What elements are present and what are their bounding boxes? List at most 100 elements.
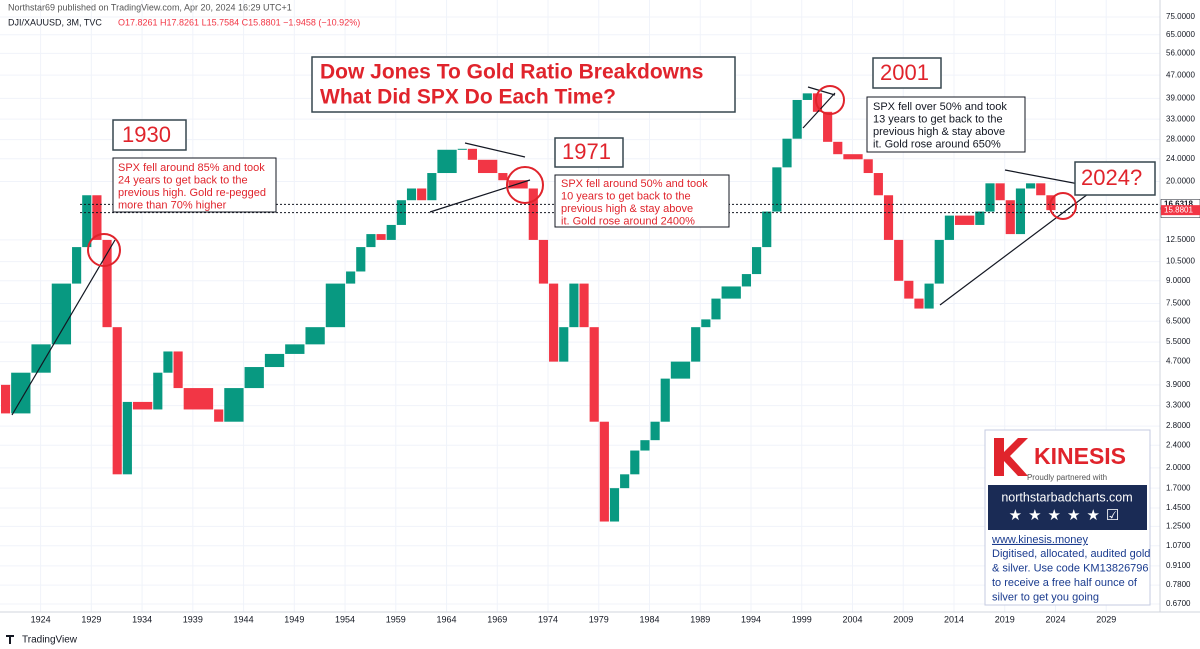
y-tick-label: 1.4500	[1166, 503, 1191, 512]
text-line: 10 years to get back to the	[561, 190, 691, 202]
candle-body	[11, 372, 31, 414]
x-tick-label: 1954	[335, 614, 355, 624]
trend-line	[429, 179, 531, 213]
note-box	[554, 174, 730, 228]
y-tick-label: 28.0000	[1166, 135, 1195, 144]
text-line: 24 years to get back to the	[118, 174, 248, 186]
year-box	[872, 57, 942, 89]
candle-body	[406, 188, 417, 201]
x-tick-label: 1969	[487, 614, 507, 624]
candle-body	[528, 188, 538, 240]
candle-body	[579, 283, 589, 328]
candle-body	[122, 401, 132, 475]
x-tick-label: 1984	[640, 614, 660, 624]
text-line: to receive a free half ounce of	[992, 577, 1138, 589]
candle-body	[325, 283, 346, 328]
note-box	[112, 157, 277, 213]
y-tick-label: 2.4000	[1166, 440, 1191, 449]
x-tick-label: 1999	[792, 614, 812, 624]
candle-body	[427, 173, 437, 201]
y-tick-label: 4.7000	[1166, 357, 1191, 366]
candle-body	[183, 388, 214, 410]
footer-logo	[6, 635, 14, 644]
y-tick-label: 24.0000	[1166, 154, 1195, 163]
y-tick-label: 6.5000	[1166, 316, 1191, 325]
candle-body	[691, 327, 701, 362]
candle-body	[762, 211, 772, 248]
y-tick-label: 3.3000	[1166, 401, 1191, 410]
candle-body	[163, 351, 173, 373]
trend-line	[802, 92, 836, 129]
candle-body	[214, 409, 224, 422]
x-tick-label: 1964	[437, 614, 457, 624]
candle-body	[1026, 183, 1036, 189]
candle-body	[112, 327, 122, 475]
candle-body	[924, 283, 934, 309]
tagline: Proudly partnered with	[1027, 473, 1107, 482]
circle	[506, 166, 544, 204]
text-line: 13 years to get back to the	[873, 113, 1003, 125]
text-line: previous high & stay above	[873, 126, 1005, 138]
candle-body	[701, 319, 711, 328]
sponsor-panel: KINESIS Proudly partnered with northstar…	[984, 429, 1151, 606]
candle-body	[914, 298, 924, 309]
candle-body	[132, 401, 153, 410]
x-tick-label: 2004	[842, 614, 862, 624]
candle-body	[376, 234, 386, 240]
candle-body	[802, 93, 812, 100]
candle-body	[498, 173, 508, 181]
candle-body	[1005, 200, 1015, 235]
candle-body	[173, 351, 183, 389]
title: Dow Jones To Gold Ratio Breakdowns	[320, 61, 704, 84]
trend-line	[11, 239, 116, 416]
y-tick-label: 75.0000	[1166, 12, 1195, 21]
candle-body	[51, 283, 72, 345]
y-tick-label: 3.9000	[1166, 380, 1191, 389]
y-tick-label: 5.5000	[1166, 337, 1191, 346]
y-tick-label: 2.0000	[1166, 463, 1191, 472]
text-line: SPX fell over 50% and took	[873, 101, 1007, 113]
title-box	[311, 56, 736, 113]
candle-body	[782, 138, 792, 168]
candle-body	[1036, 183, 1046, 196]
candle-body	[559, 327, 569, 362]
candle-body	[630, 450, 640, 475]
text-line: SPX fell around 50% and took	[561, 178, 708, 190]
candle-body	[904, 280, 914, 299]
candle-body	[954, 215, 975, 225]
logo	[994, 438, 1028, 476]
year-box	[554, 137, 624, 168]
stars: ★★★★★☑	[1009, 507, 1126, 524]
candle-body	[609, 488, 620, 522]
year-box	[112, 119, 187, 151]
candle-body	[457, 148, 467, 150]
candle-body	[285, 344, 305, 354]
x-tick-label: 1959	[386, 614, 406, 624]
year-box	[1074, 161, 1156, 196]
circle	[87, 233, 121, 267]
x-tick-label: 1939	[183, 614, 203, 624]
candle-body	[264, 353, 285, 368]
x-tick-label: 1949	[284, 614, 304, 624]
candle-body	[660, 378, 670, 422]
y-tick-label: 0.6700	[1166, 599, 1191, 608]
ohlc: O17.8261 H17.8261 L15.7584 C15.8801 −1.9…	[118, 17, 360, 27]
published: Northstar69 published on TradingView.com…	[8, 2, 292, 12]
text-line: SPX fell around 85% and took	[118, 162, 265, 174]
url[interactable]: www.kinesis.money	[991, 534, 1088, 546]
text-line: it. Gold rose around 650%	[873, 138, 1001, 150]
text-line: more than 70% higher	[118, 199, 227, 211]
y-tick-label: 0.9100	[1166, 561, 1191, 570]
x-tick-label: 1979	[589, 614, 609, 624]
y-tick-label: 1.0700	[1166, 541, 1191, 550]
circle	[1049, 192, 1077, 220]
y-tick-label: 2.8000	[1166, 421, 1191, 430]
candle-body	[386, 224, 396, 240]
x-tick-label: 2029	[1096, 614, 1116, 624]
footer: TradingView	[22, 635, 78, 646]
candle-body	[752, 247, 762, 275]
candle-body	[721, 286, 741, 299]
circles	[87, 85, 1077, 267]
y-tick-label: 33.0000	[1166, 114, 1195, 123]
